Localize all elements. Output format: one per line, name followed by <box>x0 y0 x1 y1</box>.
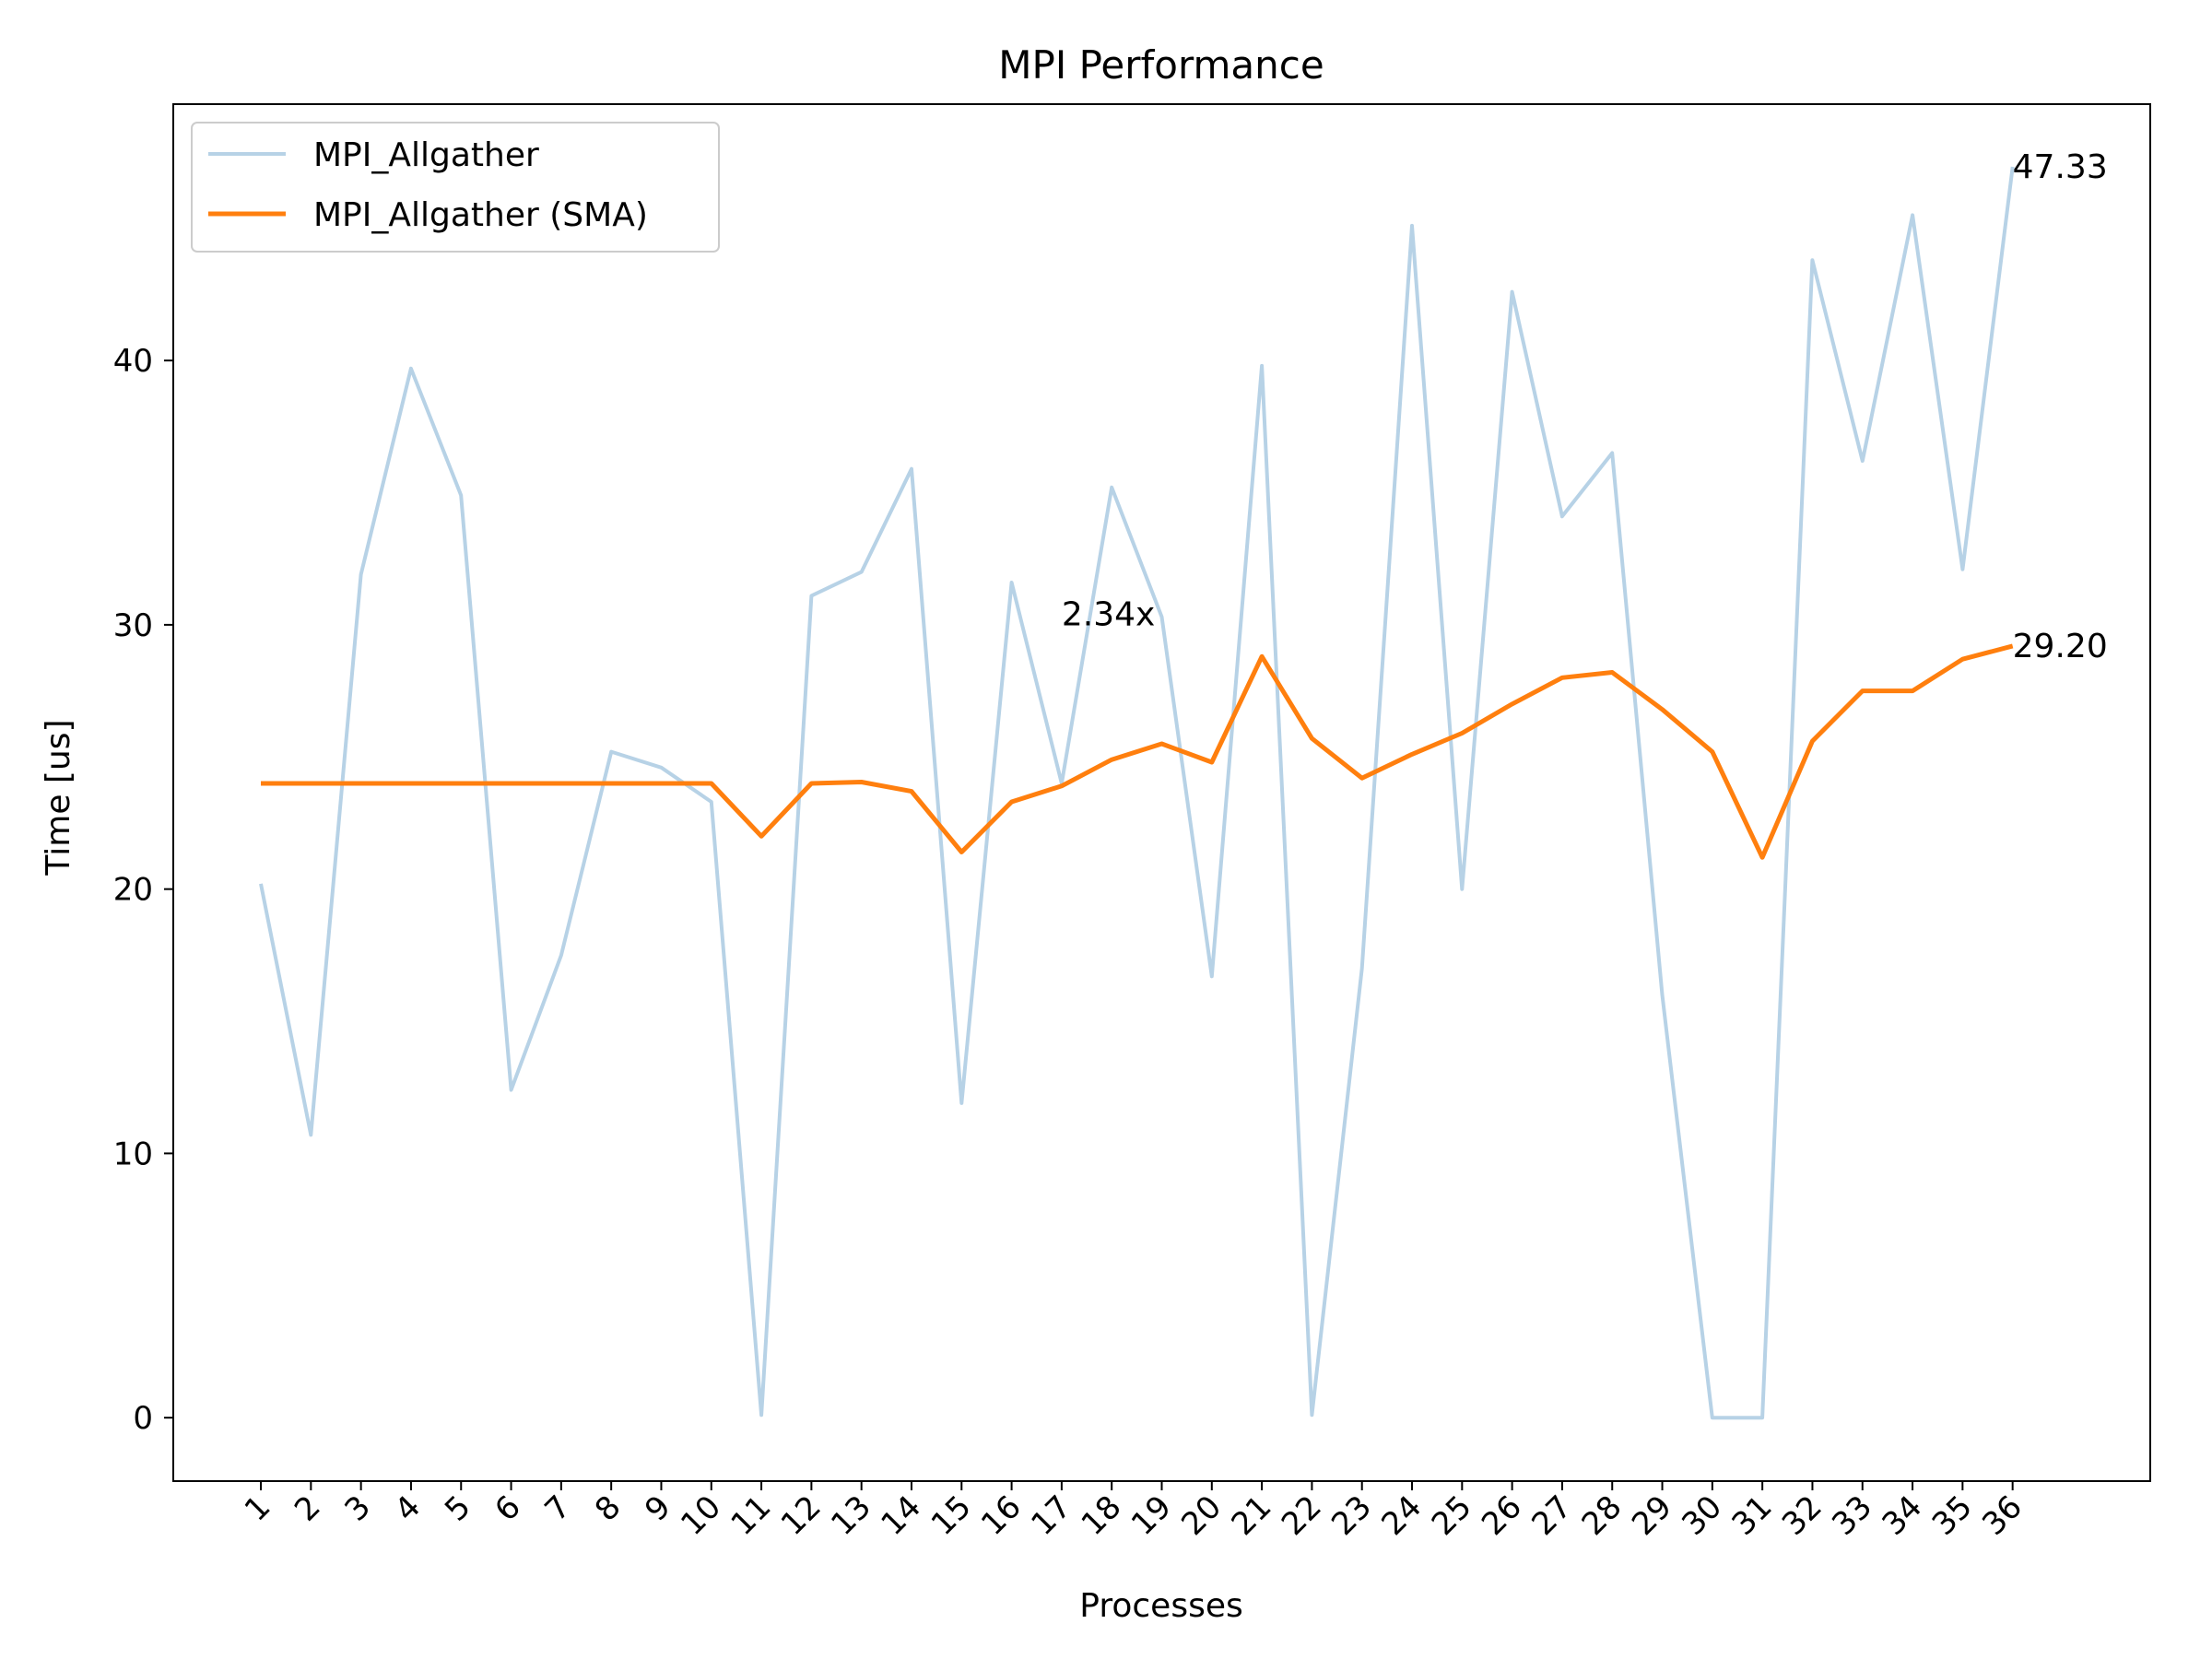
x-tick-label: 11 <box>724 1488 779 1543</box>
x-tick-label: 5 <box>438 1488 478 1529</box>
x-tick-label: 14 <box>874 1488 928 1543</box>
y-tick-label: 10 <box>113 1135 153 1172</box>
x-tick-label: 31 <box>1725 1488 1780 1543</box>
x-tick-label: 16 <box>974 1488 1029 1543</box>
y-tick-label: 20 <box>113 872 153 909</box>
x-tick-label: 4 <box>388 1488 429 1529</box>
x-tick-label: 3 <box>337 1488 378 1529</box>
legend-label-sma: MPI_Allgather (SMA) <box>313 196 648 234</box>
legend: MPI_Allgather MPI_Allgather (SMA) <box>191 122 720 253</box>
y-tick-label: 0 <box>133 1400 153 1437</box>
x-tick-label: 22 <box>1275 1488 1329 1543</box>
x-tick-label: 19 <box>1124 1488 1179 1543</box>
x-tick-label: 25 <box>1425 1488 1479 1543</box>
x-tick-label: 7 <box>538 1488 579 1529</box>
x-tick-label: 9 <box>638 1488 678 1529</box>
x-tick-label: 33 <box>1825 1488 1879 1543</box>
x-tick-label: 1 <box>238 1488 278 1529</box>
annotations: 2.34x 47.33 29.20 <box>1062 148 2108 665</box>
x-tick-label: 26 <box>1475 1488 1529 1543</box>
x-tick-label: 18 <box>1075 1488 1129 1543</box>
legend-box <box>191 122 720 253</box>
chart-title: MPI Performance <box>998 42 1324 88</box>
x-tick-label: 23 <box>1324 1488 1379 1543</box>
x-tick-label: 15 <box>924 1488 979 1543</box>
x-tick-label: 12 <box>774 1488 829 1543</box>
x-tick-label: 29 <box>1625 1488 1679 1543</box>
x-tick-label: 10 <box>674 1488 728 1543</box>
series-line-mpi-allgather-sma <box>261 643 2014 860</box>
y-axis-ticks: 0 10 20 30 40 <box>113 343 173 1437</box>
x-tick-label: 27 <box>1524 1488 1579 1543</box>
x-tick-label: 34 <box>1876 1488 1930 1543</box>
y-axis-label: Time [us] <box>40 719 77 876</box>
series-layer <box>259 166 2015 1420</box>
x-axis-label: Processes <box>1079 1587 1242 1625</box>
x-tick-label: 8 <box>588 1488 629 1529</box>
x-tick-label: 6 <box>488 1488 528 1529</box>
annotation-label: 29.20 <box>2013 628 2108 665</box>
x-tick-label: 13 <box>824 1488 878 1543</box>
x-tick-label: 28 <box>1575 1488 1630 1543</box>
x-tick-label: 20 <box>1174 1488 1229 1543</box>
x-tick-label: 30 <box>1675 1488 1729 1543</box>
series-line-mpi-allgather <box>259 166 2015 1420</box>
x-tick-label: 32 <box>1775 1488 1830 1543</box>
x-axis-ticks: 1 2 3 4 5 6 7 8 91011121314151617181920212223242… <box>238 1481 2030 1543</box>
annotation-label: 47.33 <box>2013 148 2108 186</box>
y-tick-label: 40 <box>113 343 153 380</box>
plot-frame <box>172 103 2151 1482</box>
x-tick-label: 2 <box>288 1488 328 1529</box>
x-tick-label: 24 <box>1375 1488 1430 1543</box>
annotation-label: 2.34x <box>1062 595 1155 633</box>
x-tick-label: 21 <box>1225 1488 1279 1543</box>
x-tick-label: 17 <box>1024 1488 1078 1543</box>
legend-label-raw: MPI_Allgather <box>313 136 539 174</box>
y-tick-label: 30 <box>113 607 153 644</box>
x-tick-label: 35 <box>1925 1488 1980 1543</box>
x-tick-label: 36 <box>1975 1488 2030 1543</box>
